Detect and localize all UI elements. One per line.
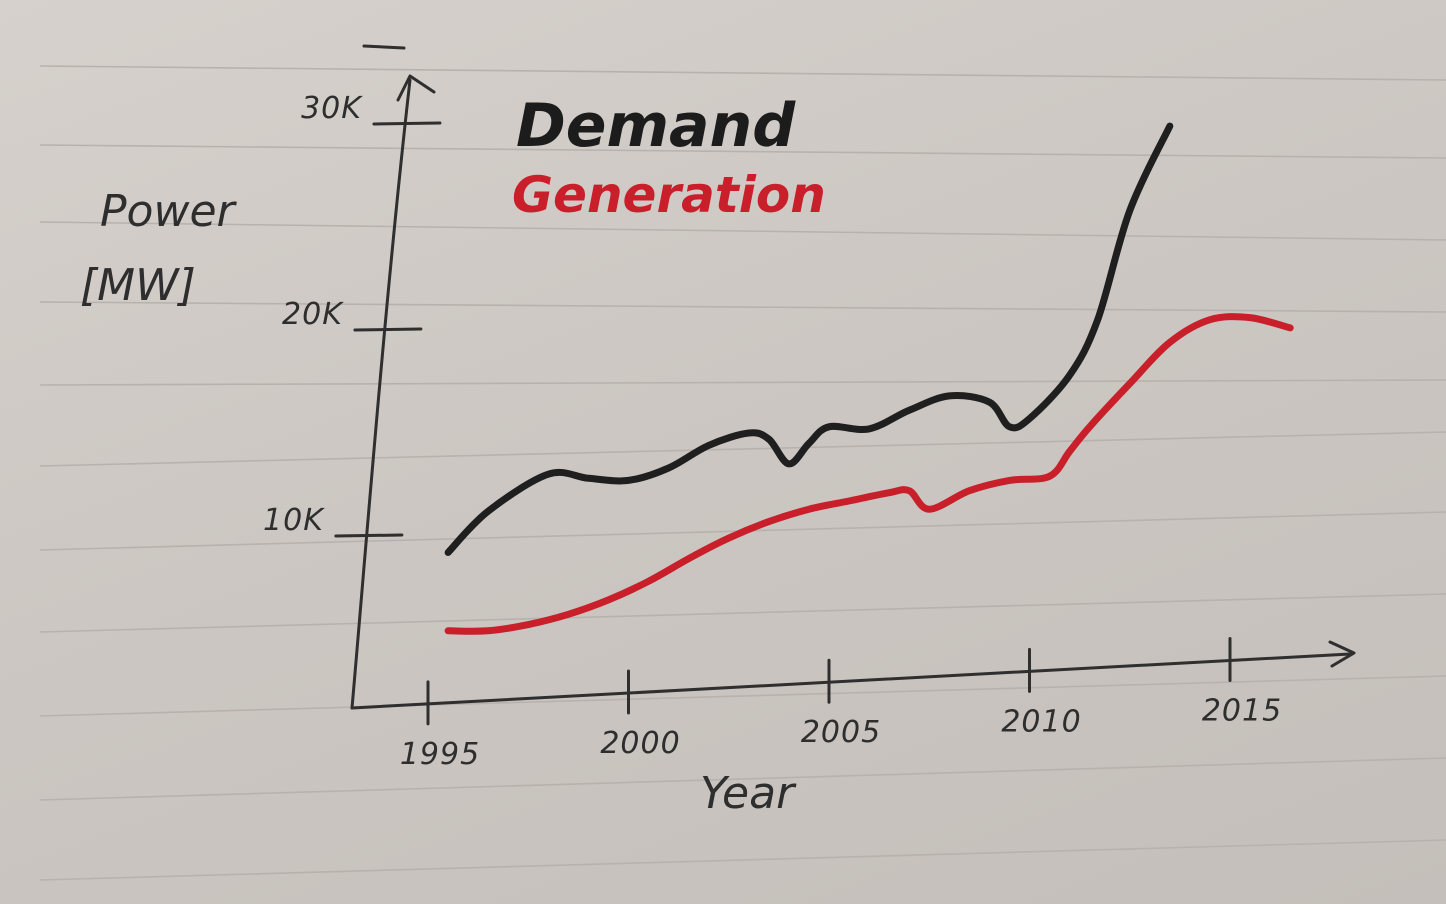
x-axis-arrowhead (1328, 640, 1356, 668)
x-tick-label: 2005 (801, 715, 881, 750)
y-axis-arrowhead (396, 74, 436, 102)
y-tick-mark (353, 327, 423, 332)
x-tick-label: 2000 (600, 726, 680, 761)
legend-demand: Demand (516, 91, 796, 161)
y-tick-label: 10K (263, 503, 325, 538)
y-tick-mark (372, 121, 442, 126)
y-tick-label: 30K (301, 91, 363, 126)
y-axis-label-line1: Power (100, 186, 238, 237)
series-line-demand (444, 122, 1174, 556)
y-axis-label-line2: [MW] (80, 260, 196, 311)
x-tick-label: 1995 (400, 737, 480, 772)
x-tick-label: 2010 (1001, 704, 1081, 739)
series-layer (444, 122, 1294, 635)
x-ticks: 1995 2000 2005 2010 2015 (400, 636, 1282, 772)
notebook-rules (39, 65, 1446, 881)
x-axis-label: Year (700, 768, 797, 819)
y-ticks: 10K 20K 30K (263, 91, 442, 538)
legend-generation: Generation (512, 166, 826, 224)
top-dash-mark (362, 44, 406, 50)
x-tick-label: 2015 (1202, 693, 1282, 728)
x-axis-line (350, 652, 1352, 710)
y-tick-mark (334, 533, 404, 538)
y-axis-line (350, 78, 412, 710)
y-tick-label: 20K (282, 297, 344, 332)
series-line-generation (444, 313, 1294, 635)
axes (350, 44, 1356, 710)
